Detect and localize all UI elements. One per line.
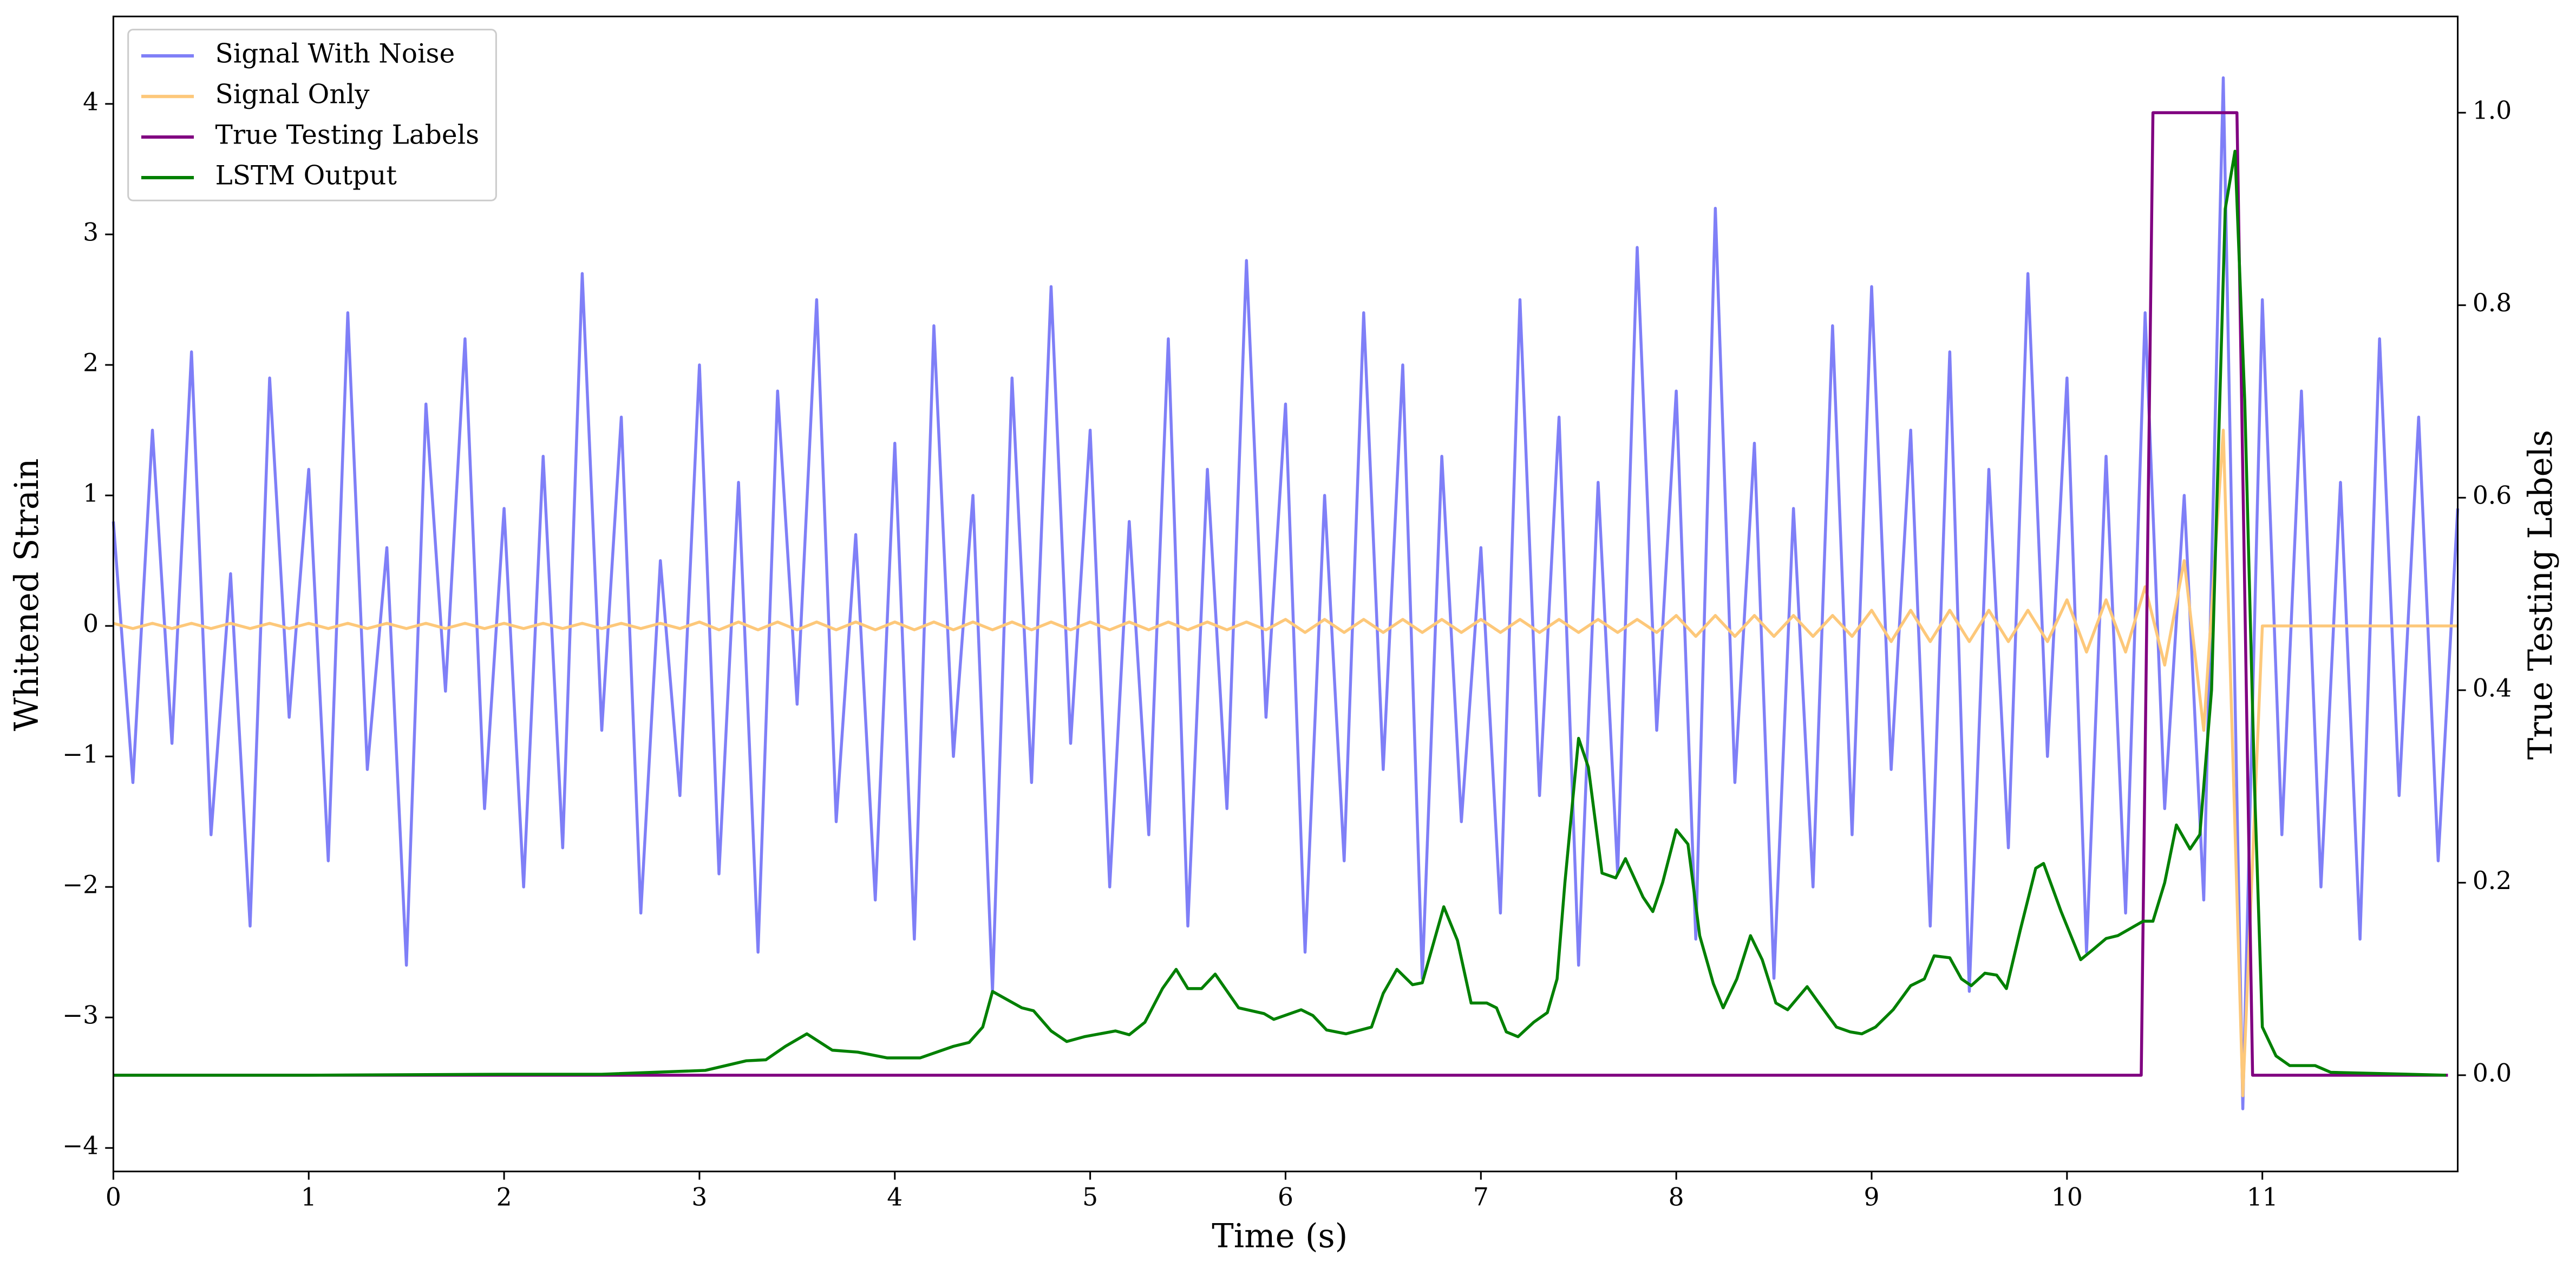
y2-tick-label: 1.0 [2473, 96, 2512, 125]
x-tick-label: 6 [1278, 1183, 1293, 1212]
x-tick-label: 5 [1082, 1183, 1098, 1212]
series-line [113, 149, 2446, 1077]
y2-tick-label: 0.2 [2473, 866, 2512, 895]
y-tick-label: 1 [83, 479, 99, 508]
plot-area [112, 76, 2460, 1110]
y2-tick-label: 0.6 [2473, 481, 2512, 510]
y-axis-label: Whitened Strain [8, 459, 46, 731]
legend: Signal With Noise Signal Only True Testing… [127, 29, 497, 201]
y-tick-label: 0 [83, 610, 99, 638]
x-axis-label: Time (s) [1212, 1218, 1348, 1256]
y2-tick-label: 0.4 [2473, 674, 2512, 702]
x-tick-label: 11 [2247, 1183, 2278, 1212]
y-tick-label: −2 [62, 871, 99, 899]
x-tick-label: 0 [106, 1183, 121, 1212]
x-tick-label: 1 [301, 1183, 317, 1212]
legend-box [127, 29, 497, 201]
x-tick-label: 7 [1473, 1183, 1489, 1212]
x-tick-label: 4 [887, 1183, 903, 1212]
x-tick-label: 9 [1864, 1183, 1880, 1212]
y-tick-label: 3 [83, 218, 99, 246]
series-line [112, 76, 2460, 1110]
x-tick-label: 10 [2051, 1183, 2083, 1212]
legend-label: True Testing Labels [215, 120, 480, 151]
y2-tick-label: 0.8 [2473, 289, 2512, 317]
y-tick-label: −3 [62, 1001, 99, 1030]
x-tick-label: 2 [496, 1183, 512, 1212]
x-tick-label: 8 [1669, 1183, 1684, 1212]
legend-label: Signal With Noise [215, 39, 455, 69]
y-tick-label: −1 [62, 740, 99, 769]
y-tick-label: −4 [62, 1132, 99, 1160]
y2-axis-label: True Testing Labels [2522, 430, 2560, 760]
series-line [113, 428, 2458, 1097]
legend-label: Signal Only [215, 80, 370, 110]
y2-tick-label: 0.0 [2473, 1059, 2512, 1087]
legend-label: LSTM Output [215, 161, 397, 191]
x-tick-label: 3 [691, 1183, 707, 1212]
y-tick-label: 2 [83, 348, 99, 377]
series-line [113, 111, 2448, 1077]
axes-frame [112, 15, 2459, 1173]
y-tick-label: 4 [83, 87, 99, 116]
